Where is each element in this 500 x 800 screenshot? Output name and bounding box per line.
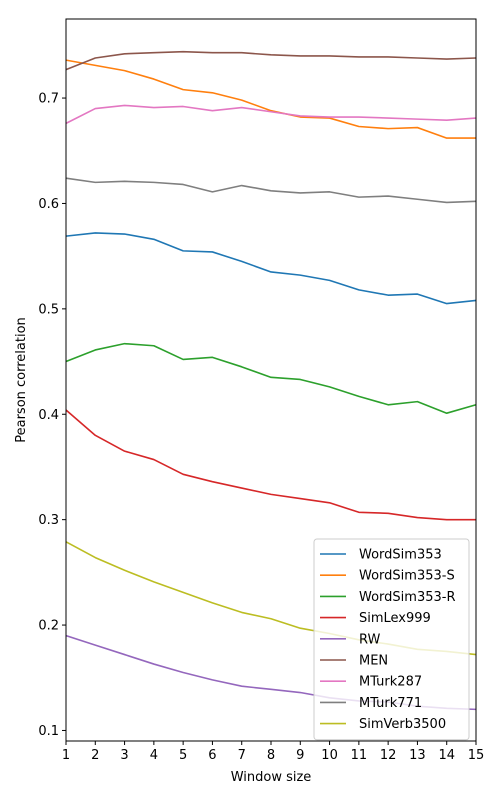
series-line-mturk287 bbox=[66, 105, 476, 123]
y-axis-ticks: 0.1 0.2 0.3 0.4 0.5 0.6 0.7 bbox=[38, 92, 66, 739]
legend: WordSim353 WordSim353-S WordSim353-R SimLex… bbox=[314, 539, 469, 740]
x-tick-label: 9 bbox=[296, 748, 304, 763]
y-tick-label: 0.1 bbox=[38, 724, 59, 739]
y-tick-label: 0.6 bbox=[38, 197, 59, 212]
legend-label-mturk287: MTurk287 bbox=[359, 675, 422, 690]
legend-label-wordsim353-s: WordSim353-S bbox=[359, 569, 455, 584]
series-line-mturk771 bbox=[66, 178, 476, 202]
x-tick-label: 6 bbox=[208, 748, 216, 763]
legend-label-wordsim353-r: WordSim353-R bbox=[359, 590, 455, 605]
series-line-wordsim353 bbox=[66, 233, 476, 304]
x-tick-label: 13 bbox=[409, 748, 426, 763]
x-axis-ticks: 1 2 3 4 5 6 7 8 9 10 11 12 13 14 15 bbox=[62, 741, 484, 763]
y-tick-label: 0.4 bbox=[38, 408, 59, 423]
legend-label-simlex999: SimLex999 bbox=[359, 611, 431, 626]
x-tick-label: 4 bbox=[150, 748, 158, 763]
x-tick-label: 1 bbox=[62, 748, 70, 763]
legend-label-men: MEN bbox=[359, 654, 388, 669]
series-line-simlex999 bbox=[66, 410, 476, 520]
legend-label-simverb3500: SimVerb3500 bbox=[359, 717, 446, 732]
x-tick-label: 10 bbox=[321, 748, 338, 763]
y-tick-label: 0.7 bbox=[38, 92, 59, 107]
x-tick-label: 2 bbox=[91, 748, 99, 763]
y-tick-label: 0.2 bbox=[38, 619, 59, 634]
x-tick-label: 12 bbox=[380, 748, 397, 763]
x-axis-label: Window size bbox=[231, 770, 312, 785]
x-tick-label: 7 bbox=[238, 748, 246, 763]
x-tick-label: 15 bbox=[468, 748, 485, 763]
legend-label-wordsim353: WordSim353 bbox=[359, 548, 442, 563]
series-line-wordsim353-r bbox=[66, 344, 476, 414]
legend-label-mturk771: MTurk771 bbox=[359, 696, 422, 711]
x-tick-label: 5 bbox=[179, 748, 187, 763]
y-tick-label: 0.5 bbox=[38, 302, 59, 317]
x-tick-label: 3 bbox=[120, 748, 128, 763]
legend-label-rw: RW bbox=[359, 632, 381, 647]
x-tick-label: 11 bbox=[351, 748, 368, 763]
x-tick-label: 8 bbox=[267, 748, 275, 763]
series-line-men bbox=[66, 52, 476, 70]
y-tick-label: 0.3 bbox=[38, 513, 59, 528]
series-line-wordsim353-s bbox=[66, 60, 476, 138]
y-axis-label: Pearson correlation bbox=[14, 317, 29, 443]
x-tick-label: 14 bbox=[438, 748, 455, 763]
